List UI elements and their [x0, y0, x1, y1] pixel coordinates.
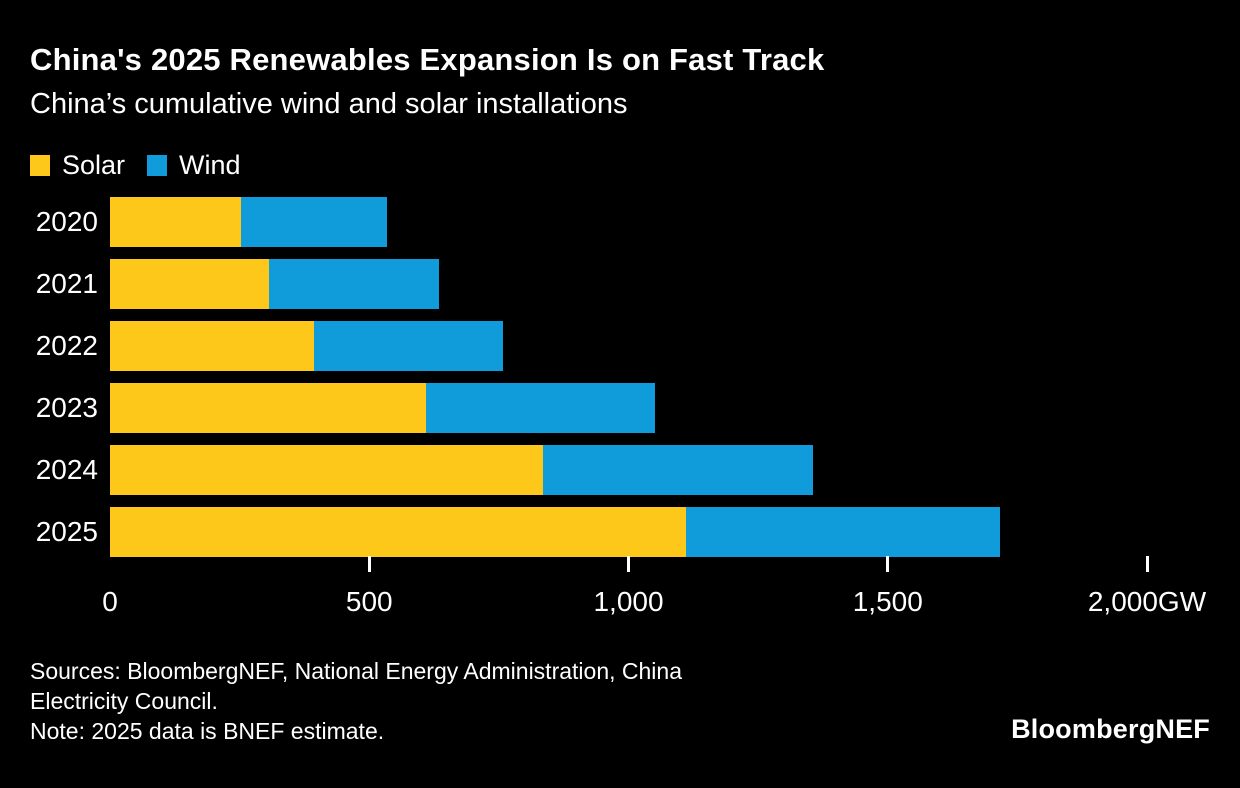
year-label: 2024: [35, 454, 98, 485]
year-label: 2023: [35, 392, 98, 423]
source-line: Electricity Council.: [30, 688, 218, 714]
wind-swatch: [147, 155, 168, 176]
bar-row: 2025: [0, 507, 1240, 557]
chart-subtitle: China’s cumulative wind and solar instal…: [30, 88, 628, 120]
legend-label-wind: Wind: [179, 150, 241, 180]
x-axis-tick: [886, 556, 890, 572]
x-axis-tick-label: 0: [102, 586, 118, 617]
solar-bar-segment: [110, 259, 269, 309]
wind-bar-segment: [686, 507, 1000, 557]
legend-label-solar: Solar: [62, 150, 126, 180]
year-label: 2022: [35, 330, 98, 361]
bar-track: [110, 507, 1000, 557]
bars-container: 2020 2021 2022 2023 2024 2025: [0, 197, 1240, 569]
bar-row: 2022: [0, 321, 1240, 371]
solar-bar-segment: [110, 383, 426, 433]
x-axis-tick: [1145, 556, 1149, 572]
solar-bar-segment: [110, 321, 314, 371]
bloombergnef-logo: BloombergNEF: [1011, 714, 1210, 744]
x-axis-tick-label: 2,000GW: [1087, 586, 1207, 617]
x-axis-tick-label: 1,000: [593, 586, 664, 617]
note-line: Note: 2025 data is BNEF estimate.: [30, 718, 385, 744]
solar-swatch: [30, 155, 50, 176]
solar-bar-segment: [110, 445, 543, 495]
footer: Sources: BloombergNEF, National Energy A…: [30, 656, 682, 746]
solar-bar-segment: [110, 197, 241, 247]
year-label: 2021: [35, 268, 98, 299]
source-line: Sources: BloombergNEF, National Energy A…: [30, 658, 682, 684]
bar-row: 2023: [0, 383, 1240, 433]
bar-row: 2021: [0, 259, 1240, 309]
wind-bar-segment: [241, 197, 387, 247]
x-axis-tick-label: 500: [345, 586, 393, 617]
wind-bar-segment: [543, 445, 813, 495]
x-axis-tick: [367, 556, 371, 572]
wind-bar-segment: [314, 321, 503, 371]
legend-item-wind: Wind: [147, 150, 241, 181]
bar-track: [110, 445, 813, 495]
solar-bar-segment: [110, 507, 686, 557]
bar-row: 2020: [0, 197, 1240, 247]
chart-title: China's 2025 Renewables Expansion Is on …: [30, 42, 825, 77]
bar-track: [110, 259, 439, 309]
wind-bar-segment: [269, 259, 439, 309]
year-label: 2020: [35, 206, 98, 237]
legend: Solar Wind: [30, 150, 241, 181]
bar-track: [110, 383, 655, 433]
bar-track: [110, 321, 503, 371]
x-axis-tick: [627, 556, 630, 572]
x-axis-tick-label: 1,500: [852, 586, 923, 617]
bar-row: 2024: [0, 445, 1240, 495]
bar-track: [110, 197, 387, 247]
year-label: 2025: [35, 516, 98, 547]
legend-item-solar: Solar: [30, 150, 125, 181]
wind-bar-segment: [426, 383, 655, 433]
